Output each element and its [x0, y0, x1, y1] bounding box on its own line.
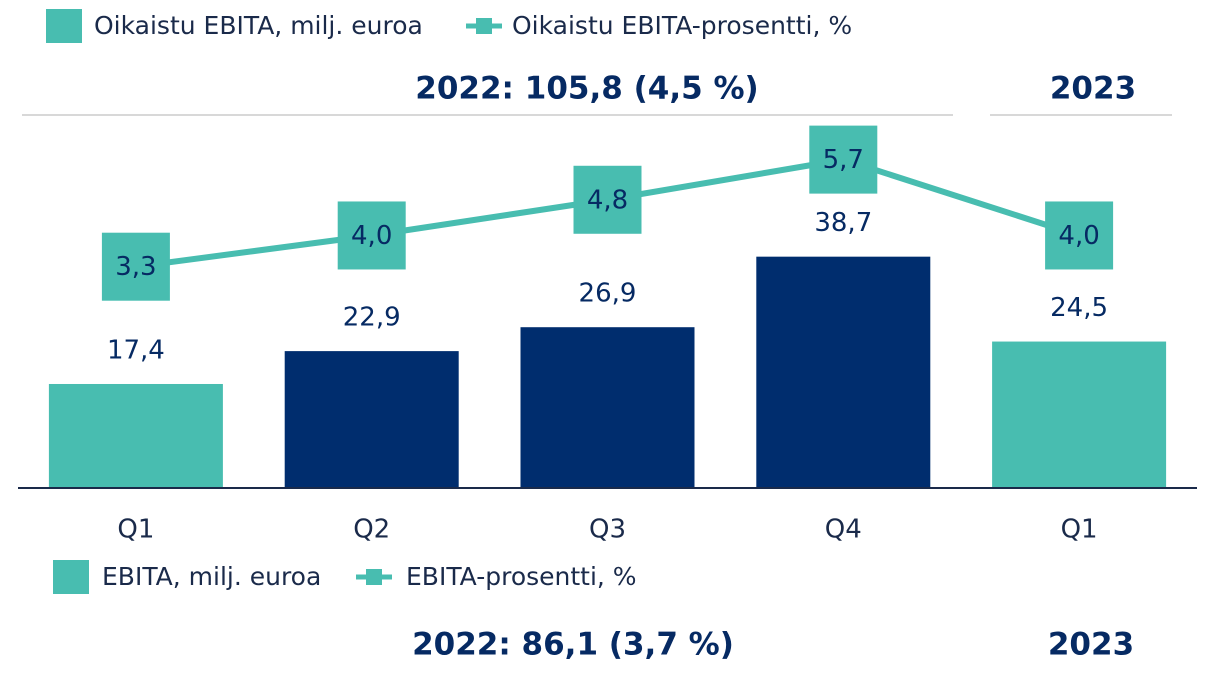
line-value-label: 3,3	[115, 252, 156, 282]
line-marker	[1045, 201, 1114, 270]
line-value-label: 5,7	[823, 145, 864, 175]
line-marker	[809, 125, 878, 194]
legend-label: EBITA-prosentti, %	[406, 562, 637, 591]
period-label: 2022: 105,8 (4,5 %)	[415, 71, 758, 107]
bar	[520, 327, 695, 488]
bar	[756, 256, 931, 488]
x-tick-label: Q1	[1061, 515, 1098, 545]
period-label: 2023	[1048, 627, 1134, 663]
legend-swatch	[53, 560, 89, 594]
line-value-label: 4,0	[1058, 221, 1099, 251]
x-tick-label: Q4	[825, 515, 862, 545]
legend-label: EBITA, milj. euroa	[102, 562, 321, 591]
legend-swatch	[46, 9, 82, 43]
line-value-label: 4,0	[351, 221, 392, 251]
x-tick-label: Q3	[589, 515, 626, 545]
bar-value-label: 26,9	[579, 279, 637, 309]
period-label: 2022: 86,1 (3,7 %)	[412, 627, 734, 663]
bar	[48, 383, 223, 488]
period-label: 2023	[1050, 71, 1136, 107]
bar-value-label: 24,5	[1050, 293, 1108, 323]
line-marker	[573, 165, 642, 234]
x-tick-label: Q1	[117, 515, 154, 545]
line-value-label: 4,8	[587, 185, 628, 215]
bar	[992, 341, 1167, 488]
line-marker	[337, 201, 406, 270]
bar-value-label: 38,7	[814, 208, 872, 238]
bar-value-label: 17,4	[107, 335, 165, 365]
legend-marker	[476, 18, 492, 34]
bar-value-label: 22,9	[343, 303, 401, 333]
bar	[284, 351, 459, 488]
legend-label: Oikaistu EBITA-prosentti, %	[512, 11, 852, 40]
line-marker	[101, 232, 170, 301]
legend-label: Oikaistu EBITA, milj. euroa	[94, 11, 423, 40]
x-tick-label: Q2	[353, 515, 390, 545]
legend-marker	[366, 569, 382, 585]
